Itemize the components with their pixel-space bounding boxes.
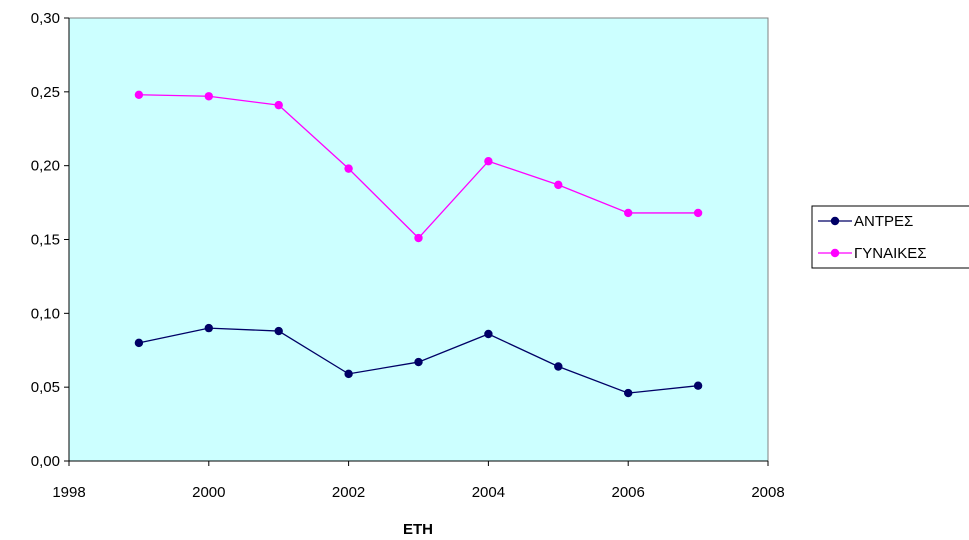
data-point: [344, 369, 353, 379]
data-point: [484, 329, 493, 339]
data-point: [134, 338, 144, 348]
x-tick-label: 2004: [472, 484, 505, 501]
data-point: [554, 362, 563, 371]
data-point: [414, 357, 423, 367]
y-tick-label: 0,20: [31, 158, 60, 175]
x-tick-label: 2000: [192, 484, 225, 501]
legend: ΑΝΤΡΕΣ ΓΥΝΑΙΚΕΣ: [811, 205, 969, 269]
data-point: [204, 323, 213, 333]
x-tick-label: 2006: [612, 484, 645, 501]
data-point: [134, 90, 144, 99]
data-point: [554, 180, 563, 190]
y-tick-label: 0,15: [31, 232, 60, 249]
legend-swatch-marker: [830, 216, 840, 226]
legend-swatch-marker: [830, 248, 840, 258]
axes: 0,00 0,05 0,10 0,15 0,20 0,25 0,30 1998 2000 2002…: [31, 10, 785, 501]
data-point: [484, 157, 493, 166]
y-tick-label: 0,00: [31, 453, 60, 470]
data-point: [624, 388, 633, 398]
x-tick-label: 2002: [332, 484, 365, 501]
data-point: [204, 92, 213, 101]
legend-box: [811, 205, 969, 269]
data-point: [414, 233, 423, 243]
y-tick-label: 0,30: [31, 10, 60, 27]
x-tick-label: 1998: [52, 484, 85, 501]
legend-entry: ΑΝΤΡΕΣ: [818, 213, 913, 230]
data-point: [344, 164, 353, 173]
series-1: [134, 323, 703, 398]
data-point: [274, 326, 283, 336]
y-tick-label: 0,25: [31, 84, 60, 101]
data-point: [693, 208, 703, 218]
data-point: [624, 208, 633, 218]
legend-label: ΓΥΝΑΙΚΕΣ: [854, 245, 927, 262]
y-tick-label: 0,10: [31, 305, 60, 322]
y-tick-label: 0,05: [31, 379, 60, 396]
series-2: [134, 90, 703, 243]
legend-entry: ΓΥΝΑΙΚΕΣ: [818, 245, 927, 262]
series-layer: [134, 90, 703, 398]
data-point: [693, 381, 703, 390]
legend-label: ΑΝΤΡΕΣ: [854, 213, 913, 230]
data-point: [274, 100, 283, 110]
x-tick-label: 2008: [751, 484, 784, 501]
x-axis-title: ΕΤΗ: [403, 521, 433, 538]
